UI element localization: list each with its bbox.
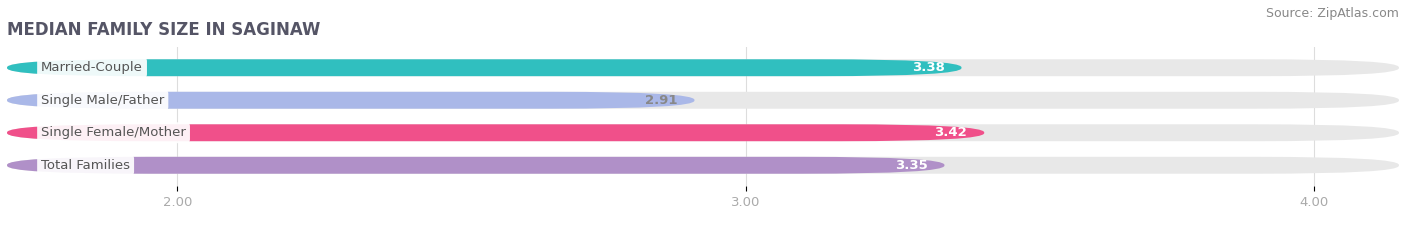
Text: Married-Couple: Married-Couple xyxy=(41,61,143,74)
Text: 3.35: 3.35 xyxy=(894,159,928,172)
FancyBboxPatch shape xyxy=(7,92,695,109)
FancyBboxPatch shape xyxy=(7,157,945,174)
Text: Total Families: Total Families xyxy=(41,159,131,172)
FancyBboxPatch shape xyxy=(7,124,1399,141)
Text: 2.91: 2.91 xyxy=(645,94,678,107)
Text: MEDIAN FAMILY SIZE IN SAGINAW: MEDIAN FAMILY SIZE IN SAGINAW xyxy=(7,21,321,39)
Text: 3.38: 3.38 xyxy=(911,61,945,74)
Text: Single Female/Mother: Single Female/Mother xyxy=(41,126,186,139)
FancyBboxPatch shape xyxy=(7,59,1399,76)
FancyBboxPatch shape xyxy=(7,157,1399,174)
Text: Single Male/Father: Single Male/Father xyxy=(41,94,165,107)
Text: 3.42: 3.42 xyxy=(935,126,967,139)
Text: Source: ZipAtlas.com: Source: ZipAtlas.com xyxy=(1265,7,1399,20)
FancyBboxPatch shape xyxy=(7,59,962,76)
FancyBboxPatch shape xyxy=(7,92,1399,109)
FancyBboxPatch shape xyxy=(7,124,984,141)
